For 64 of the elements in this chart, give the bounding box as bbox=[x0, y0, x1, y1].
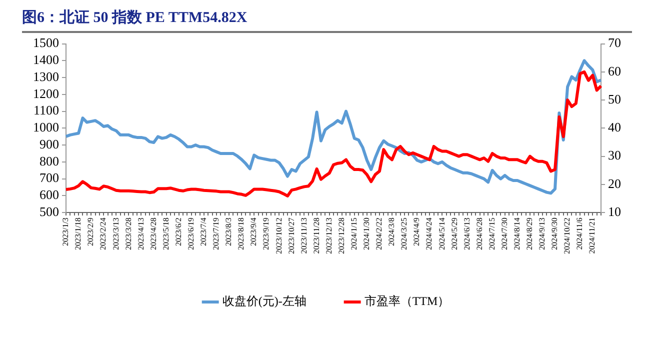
x-tick-label: 2023/8/18 bbox=[236, 218, 246, 250]
x-tick-label: 2024/6/28 bbox=[474, 218, 484, 250]
x-tick-label: 2024/1/30 bbox=[362, 218, 372, 250]
x-tick-label: 2024/9/30 bbox=[550, 218, 560, 250]
x-tick-label: 2023/7/4 bbox=[199, 218, 208, 246]
y-tick-label: 1300 bbox=[33, 68, 59, 84]
x-tick-label: 2024/11/21 bbox=[588, 218, 597, 254]
y-tick-label: 600 bbox=[40, 187, 59, 202]
x-tick-label: 2024/8/14 bbox=[512, 218, 522, 250]
legend-label: 收盘价(元)-左轴 bbox=[222, 294, 306, 308]
x-tick-label: 2024/8/29 bbox=[525, 218, 534, 250]
x-tick-label: 2023/4/28 bbox=[148, 218, 158, 250]
y-tick-label: 1400 bbox=[33, 52, 59, 68]
x-tick-label: 2023/2/9 bbox=[86, 218, 96, 246]
x-tick-label: 2024/7/15 bbox=[487, 218, 496, 250]
y-tick-label: 800 bbox=[40, 153, 59, 168]
x-tick-label: 2024/5/29 bbox=[450, 218, 459, 250]
y2-tick-label: 50 bbox=[608, 91, 621, 106]
x-tick-label: 2024/7/30 bbox=[500, 218, 509, 250]
x-tick-label: 2024/1/15 bbox=[349, 218, 358, 250]
x-tick-label: 2023/9/4 bbox=[249, 218, 258, 246]
x-tick-label: 2023/9/19 bbox=[262, 218, 271, 250]
x-tick-label: 2023/6/19 bbox=[186, 218, 196, 250]
y-tick-label: 1100 bbox=[33, 102, 59, 118]
y-tick-label: 1000 bbox=[33, 120, 59, 135]
x-tick-label: 2023/7/19 bbox=[212, 218, 221, 250]
x-tick-label: 2024/4/9 bbox=[412, 218, 422, 246]
x-tick-label: 2023/12/28 bbox=[336, 218, 346, 254]
x-tick-label: 2023/6/2 bbox=[174, 218, 183, 246]
y2-tick-label: 20 bbox=[608, 176, 621, 191]
chart-title: 图6：北证 50 指数 PE TTM54.82X bbox=[22, 0, 632, 33]
y2-tick-label: 10 bbox=[608, 204, 621, 219]
x-tick-label: 2023/10/12 bbox=[274, 218, 284, 254]
x-tick-label: 2023/8/3 bbox=[224, 218, 234, 246]
x-tick-label: 2023/5/18 bbox=[161, 218, 170, 250]
y-tick-label: 900 bbox=[40, 136, 59, 152]
x-tick-label: 2023/11/28 bbox=[312, 218, 321, 254]
y2-tick-label: 40 bbox=[608, 120, 621, 135]
x-tick-label: 2024/6/13 bbox=[462, 218, 472, 250]
x-tick-label: 2023/2/24 bbox=[98, 218, 108, 250]
x-tick-label: 2024/10/22 bbox=[562, 218, 572, 254]
x-tick-label: 2024/5/14 bbox=[437, 218, 446, 250]
x-tick-label: 2023/3/13 bbox=[111, 218, 120, 250]
x-tick-label: 2023/4/13 bbox=[136, 218, 146, 250]
x-tick-label: 2023/11/13 bbox=[299, 218, 308, 254]
x-tick-label: 2024/9/13 bbox=[538, 218, 547, 250]
y-tick-label: 700 bbox=[40, 170, 59, 186]
x-tick-label: 2024/2/22 bbox=[374, 218, 384, 250]
x-tick-label: 2024/4/24 bbox=[424, 218, 434, 250]
y2-tick-label: 70 bbox=[608, 35, 621, 50]
x-tick-label: 2024/11/6 bbox=[575, 218, 584, 250]
x-tick-label: 2023/3/28 bbox=[124, 218, 133, 250]
x-tick-label: 2023/1/3 bbox=[61, 218, 70, 246]
x-tick-label: 2023/1/18 bbox=[74, 218, 83, 250]
y-tick-label: 500 bbox=[40, 204, 59, 219]
x-tick-label: 2023/12/13 bbox=[324, 218, 334, 254]
legend-label: 市盈率（TTM） bbox=[364, 294, 450, 308]
x-tick-label: 2023/10/27 bbox=[286, 218, 296, 254]
y2-tick-label: 30 bbox=[608, 148, 621, 163]
x-tick-label: 2024/3/8 bbox=[387, 218, 396, 246]
x-tick-label: 2024/3/25 bbox=[400, 218, 409, 250]
y-tick-label: 1500 bbox=[33, 35, 59, 50]
y2-tick-label: 60 bbox=[608, 63, 621, 78]
y-tick-label: 1200 bbox=[33, 86, 59, 101]
